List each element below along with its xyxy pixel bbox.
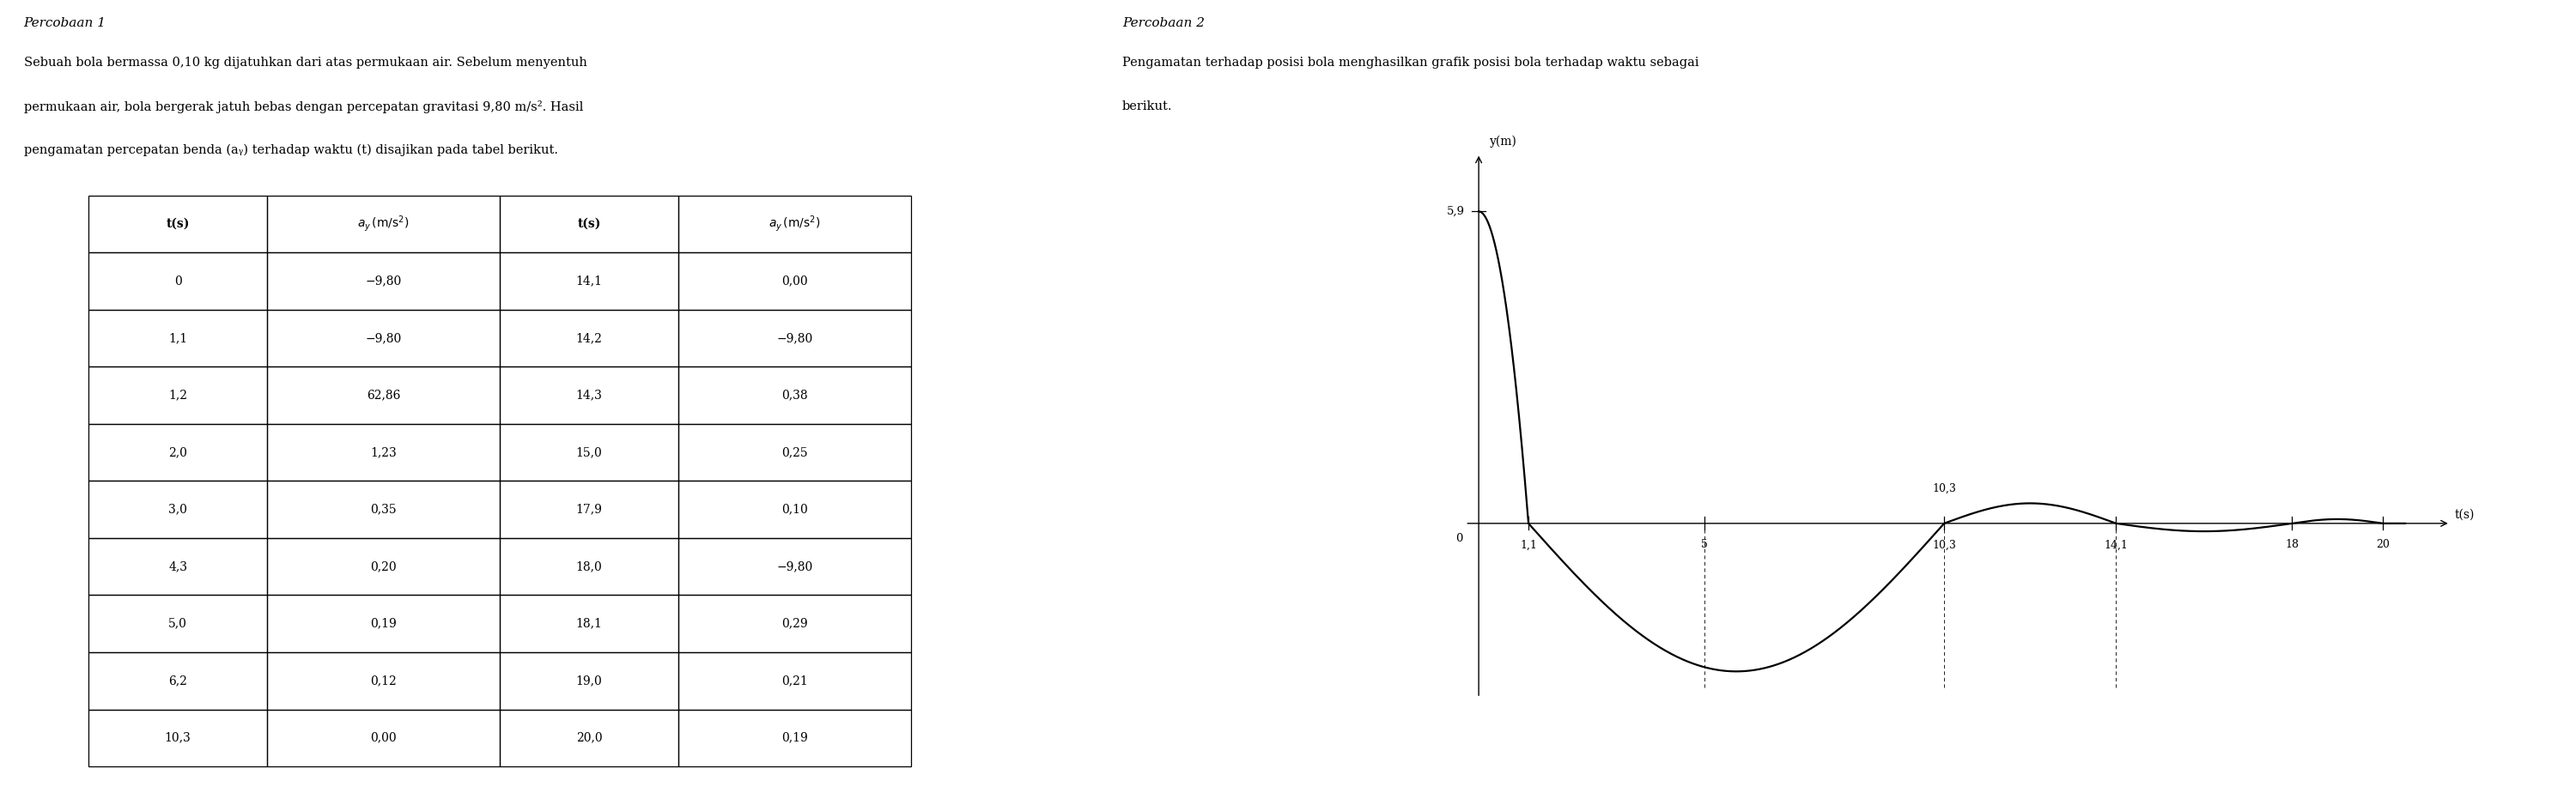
Text: berikut.: berikut. xyxy=(1123,101,1172,113)
Text: 19,0: 19,0 xyxy=(577,675,603,687)
Text: $a_y\,(\mathrm{m/s}^2)$: $a_y\,(\mathrm{m/s}^2)$ xyxy=(768,214,822,234)
Bar xyxy=(268,310,500,366)
Text: 0,35: 0,35 xyxy=(371,504,397,515)
Text: 14,1: 14,1 xyxy=(574,275,603,287)
Bar xyxy=(677,310,912,366)
Bar xyxy=(677,253,912,310)
Bar xyxy=(88,481,268,538)
Bar xyxy=(88,367,268,424)
Text: −9,80: −9,80 xyxy=(775,561,811,573)
Bar xyxy=(677,481,912,538)
Text: t(s): t(s) xyxy=(165,218,191,230)
Bar xyxy=(88,595,268,652)
Text: 0: 0 xyxy=(175,275,183,287)
Bar xyxy=(88,423,268,481)
Text: 3,0: 3,0 xyxy=(167,504,188,515)
Text: 15,0: 15,0 xyxy=(577,446,603,458)
Bar xyxy=(268,538,500,596)
Text: t(s): t(s) xyxy=(577,218,600,230)
Bar xyxy=(500,423,677,481)
Text: −9,80: −9,80 xyxy=(366,332,402,344)
Text: Pengamatan terhadap posisi bola menghasilkan grafik posisi bola terhadap waktu s: Pengamatan terhadap posisi bola menghasi… xyxy=(1123,57,1700,69)
Text: 4,3: 4,3 xyxy=(167,561,188,573)
Bar xyxy=(500,538,677,596)
Bar xyxy=(500,595,677,652)
Text: 0,20: 0,20 xyxy=(371,561,397,573)
Text: 0,38: 0,38 xyxy=(781,389,809,401)
Bar xyxy=(88,196,268,253)
Bar xyxy=(268,196,500,253)
Text: 6,2: 6,2 xyxy=(167,675,188,687)
Text: 14,2: 14,2 xyxy=(577,332,603,344)
Text: 5,9: 5,9 xyxy=(1448,206,1466,217)
Bar xyxy=(677,367,912,424)
Text: 18: 18 xyxy=(2285,539,2298,550)
Bar xyxy=(500,367,677,424)
Bar xyxy=(268,595,500,652)
Bar xyxy=(88,310,268,366)
Text: 10,3: 10,3 xyxy=(1932,539,1955,550)
Text: 5,0: 5,0 xyxy=(167,618,188,630)
Text: 0,25: 0,25 xyxy=(781,446,809,458)
Text: 2,0: 2,0 xyxy=(167,446,188,458)
Text: 0,10: 0,10 xyxy=(781,504,809,515)
Text: 0,12: 0,12 xyxy=(371,675,397,687)
Text: 14,3: 14,3 xyxy=(577,389,603,401)
Bar xyxy=(268,481,500,538)
Text: 0,21: 0,21 xyxy=(781,675,809,687)
Text: Percobaan 2: Percobaan 2 xyxy=(1123,17,1206,29)
Bar xyxy=(500,653,677,710)
Bar xyxy=(500,196,677,253)
Bar xyxy=(677,710,912,766)
Bar xyxy=(677,653,912,710)
Bar xyxy=(268,710,500,766)
Text: 1,2: 1,2 xyxy=(167,389,188,401)
Text: 62,86: 62,86 xyxy=(366,389,399,401)
Bar xyxy=(677,196,912,253)
Text: Percobaan 1: Percobaan 1 xyxy=(23,17,106,29)
Text: 0,29: 0,29 xyxy=(781,618,809,630)
Text: 0,00: 0,00 xyxy=(371,732,397,744)
Text: −9,80: −9,80 xyxy=(775,332,811,344)
Bar xyxy=(500,481,677,538)
Bar xyxy=(268,423,500,481)
Text: 1,23: 1,23 xyxy=(371,446,397,458)
Text: −9,80: −9,80 xyxy=(366,275,402,287)
Text: 10,3: 10,3 xyxy=(1932,483,1955,494)
Bar xyxy=(268,367,500,424)
Text: 0: 0 xyxy=(1455,533,1463,544)
Bar xyxy=(677,423,912,481)
Text: 1,1: 1,1 xyxy=(167,332,188,344)
Text: 20: 20 xyxy=(2375,539,2391,550)
Text: pengamatan percepatan benda (aᵧ) terhadap waktu (t) disajikan pada tabel berikut: pengamatan percepatan benda (aᵧ) terhada… xyxy=(23,144,559,156)
Text: 18,1: 18,1 xyxy=(577,618,603,630)
Text: 0,19: 0,19 xyxy=(781,732,809,744)
Text: 14,1: 14,1 xyxy=(2105,539,2128,550)
Text: 1,1: 1,1 xyxy=(1520,539,1538,550)
Bar xyxy=(88,538,268,596)
Text: 20,0: 20,0 xyxy=(577,732,603,744)
Text: t(s): t(s) xyxy=(2455,509,2476,521)
Bar xyxy=(677,595,912,652)
Bar xyxy=(88,710,268,766)
Bar xyxy=(88,653,268,710)
Text: permukaan air, bola bergerak jatuh bebas dengan percepatan gravitasi 9,80 m/s². : permukaan air, bola bergerak jatuh bebas… xyxy=(23,101,582,113)
Bar xyxy=(500,310,677,366)
Text: 0,00: 0,00 xyxy=(781,275,809,287)
Bar xyxy=(500,710,677,766)
Text: 5: 5 xyxy=(1700,539,1708,550)
Bar xyxy=(88,253,268,310)
Text: 0,19: 0,19 xyxy=(371,618,397,630)
Text: Sebuah bola bermassa 0,10 kg dijatuhkan dari atas permukaan air. Sebelum menyent: Sebuah bola bermassa 0,10 kg dijatuhkan … xyxy=(23,57,587,69)
Text: 17,9: 17,9 xyxy=(577,504,603,515)
Bar xyxy=(268,653,500,710)
Text: y(m): y(m) xyxy=(1489,136,1517,148)
Text: 10,3: 10,3 xyxy=(165,732,191,744)
Bar xyxy=(677,538,912,596)
Bar xyxy=(268,253,500,310)
Text: 18,0: 18,0 xyxy=(577,561,603,573)
Bar xyxy=(500,253,677,310)
Text: $a_y\,(\mathrm{m/s}^2)$: $a_y\,(\mathrm{m/s}^2)$ xyxy=(358,214,410,234)
